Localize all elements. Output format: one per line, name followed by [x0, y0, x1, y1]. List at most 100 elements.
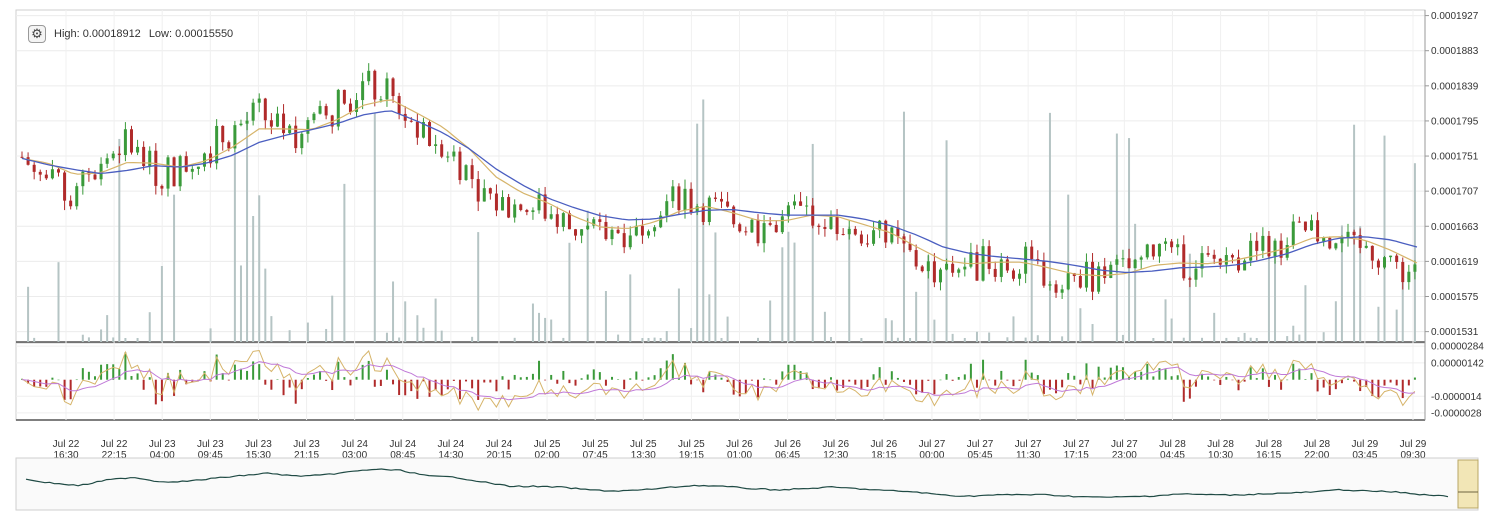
volume-bar — [1395, 309, 1398, 342]
macd-histogram-bar — [416, 379, 419, 399]
macd-histogram-bar — [1243, 379, 1246, 382]
low-value: 0.00015550 — [175, 28, 234, 40]
candle-body — [896, 227, 900, 237]
candle-body — [1145, 244, 1149, 258]
candle-body — [470, 165, 474, 180]
volume-bar — [988, 332, 991, 342]
candle-body — [397, 96, 401, 114]
macd-histogram-bar — [1042, 379, 1045, 395]
candle-body — [1048, 284, 1052, 286]
candle-body — [878, 220, 882, 231]
macd-histogram-bar — [586, 374, 589, 380]
macd-histogram-bar — [1413, 377, 1416, 380]
candle-body — [215, 125, 219, 164]
macd-histogram-bar — [750, 379, 753, 381]
volume-bar — [331, 295, 334, 342]
macd-histogram-bar — [1237, 379, 1240, 391]
macd-histogram-bar — [781, 371, 784, 380]
macd-histogram-bar — [142, 379, 145, 390]
candle-body — [1060, 289, 1064, 293]
macd-histogram-bar — [233, 364, 236, 380]
volume-bar — [811, 143, 814, 342]
macd-histogram-bar — [775, 379, 778, 385]
time-tick-date: Jul 27 — [1015, 439, 1042, 450]
time-tick-time: 09:30 — [1400, 450, 1425, 461]
gear-icon[interactable]: ⚙ — [28, 25, 46, 43]
volume-bar — [1115, 133, 1118, 342]
volume-bar — [1304, 285, 1307, 342]
volume-bar — [1201, 337, 1204, 342]
macd-histogram-bar — [501, 376, 504, 380]
volume-bar — [258, 195, 261, 342]
volume-bar — [1152, 337, 1155, 342]
candle-body — [373, 70, 377, 100]
macd-histogram-bar — [787, 364, 790, 380]
candle-body — [282, 113, 286, 134]
macd-histogram-bar — [385, 369, 388, 380]
volume-bar — [617, 334, 620, 342]
candle-body — [598, 219, 602, 222]
candle-body — [221, 125, 225, 143]
volume-bar — [392, 281, 395, 342]
volume-bar — [902, 111, 905, 342]
volume-bar — [398, 337, 401, 342]
low-label: Low: — [148, 28, 173, 40]
candle-body — [1401, 261, 1405, 283]
candle-body — [786, 205, 790, 217]
macd-histogram-bar — [1359, 379, 1362, 392]
volume-bar — [963, 337, 966, 342]
candle-body — [1103, 266, 1107, 278]
volume-bar — [385, 332, 388, 342]
candle-body — [361, 81, 365, 101]
time-tick-date: Jul 25 — [630, 439, 657, 450]
volume-bar — [1048, 112, 1051, 342]
macd-histogram-bar — [1024, 359, 1027, 380]
candle-body — [1255, 240, 1259, 251]
candle-body — [148, 150, 152, 166]
volume-bar — [416, 315, 419, 342]
macd-histogram-bar — [842, 379, 845, 388]
candle-body — [196, 166, 200, 169]
volume-bar — [659, 337, 662, 342]
candle-body — [263, 98, 267, 121]
volume-bar — [1134, 223, 1137, 342]
price-tick-label: 0.0001707 — [1431, 187, 1479, 198]
macd-histogram-bar — [130, 376, 133, 380]
time-tick-date: Jul 28 — [1159, 439, 1186, 450]
macd-histogram-bar — [994, 379, 997, 386]
macd-histogram-bar — [1134, 371, 1137, 380]
macd-histogram-bar — [1298, 368, 1301, 380]
navigator-range-selector[interactable] — [1457, 459, 1479, 509]
volume-bar — [1225, 337, 1228, 342]
macd-histogram-bar — [252, 361, 255, 380]
time-tick-date: Jul 25 — [582, 439, 609, 450]
time-tick-time: 20:15 — [486, 450, 511, 461]
candle-body — [1224, 255, 1228, 265]
time-tick-time: 03:45 — [1352, 450, 1377, 461]
macd-histogram-bar — [1085, 363, 1088, 380]
candle-body — [501, 197, 505, 211]
volume-bar — [106, 315, 109, 342]
volume-bar — [513, 337, 516, 342]
volume-bar — [136, 337, 139, 342]
time-tick-time: 02:00 — [535, 450, 560, 461]
macd-histogram-bar — [720, 377, 723, 380]
indicator-tick-label: -0.0000028 — [1431, 408, 1482, 419]
candle-body — [452, 151, 456, 157]
macd-histogram-bar — [817, 379, 820, 389]
candle-body — [1297, 221, 1301, 223]
volume-bar — [306, 322, 309, 342]
volume-bar — [568, 242, 571, 342]
candle-body — [415, 121, 419, 138]
volume-bar — [562, 337, 565, 342]
price-tick-label: 0.0001619 — [1431, 257, 1479, 268]
candle-body — [233, 125, 237, 149]
volume-bar — [124, 337, 127, 342]
candle-body — [993, 268, 997, 277]
macd-histogram-bar — [27, 379, 30, 384]
volume-bar — [951, 333, 954, 342]
indicator-tick-label: 0.00000284 — [1431, 342, 1484, 353]
macd-histogram-bar — [1225, 376, 1228, 380]
macd-histogram-bar — [848, 379, 851, 382]
